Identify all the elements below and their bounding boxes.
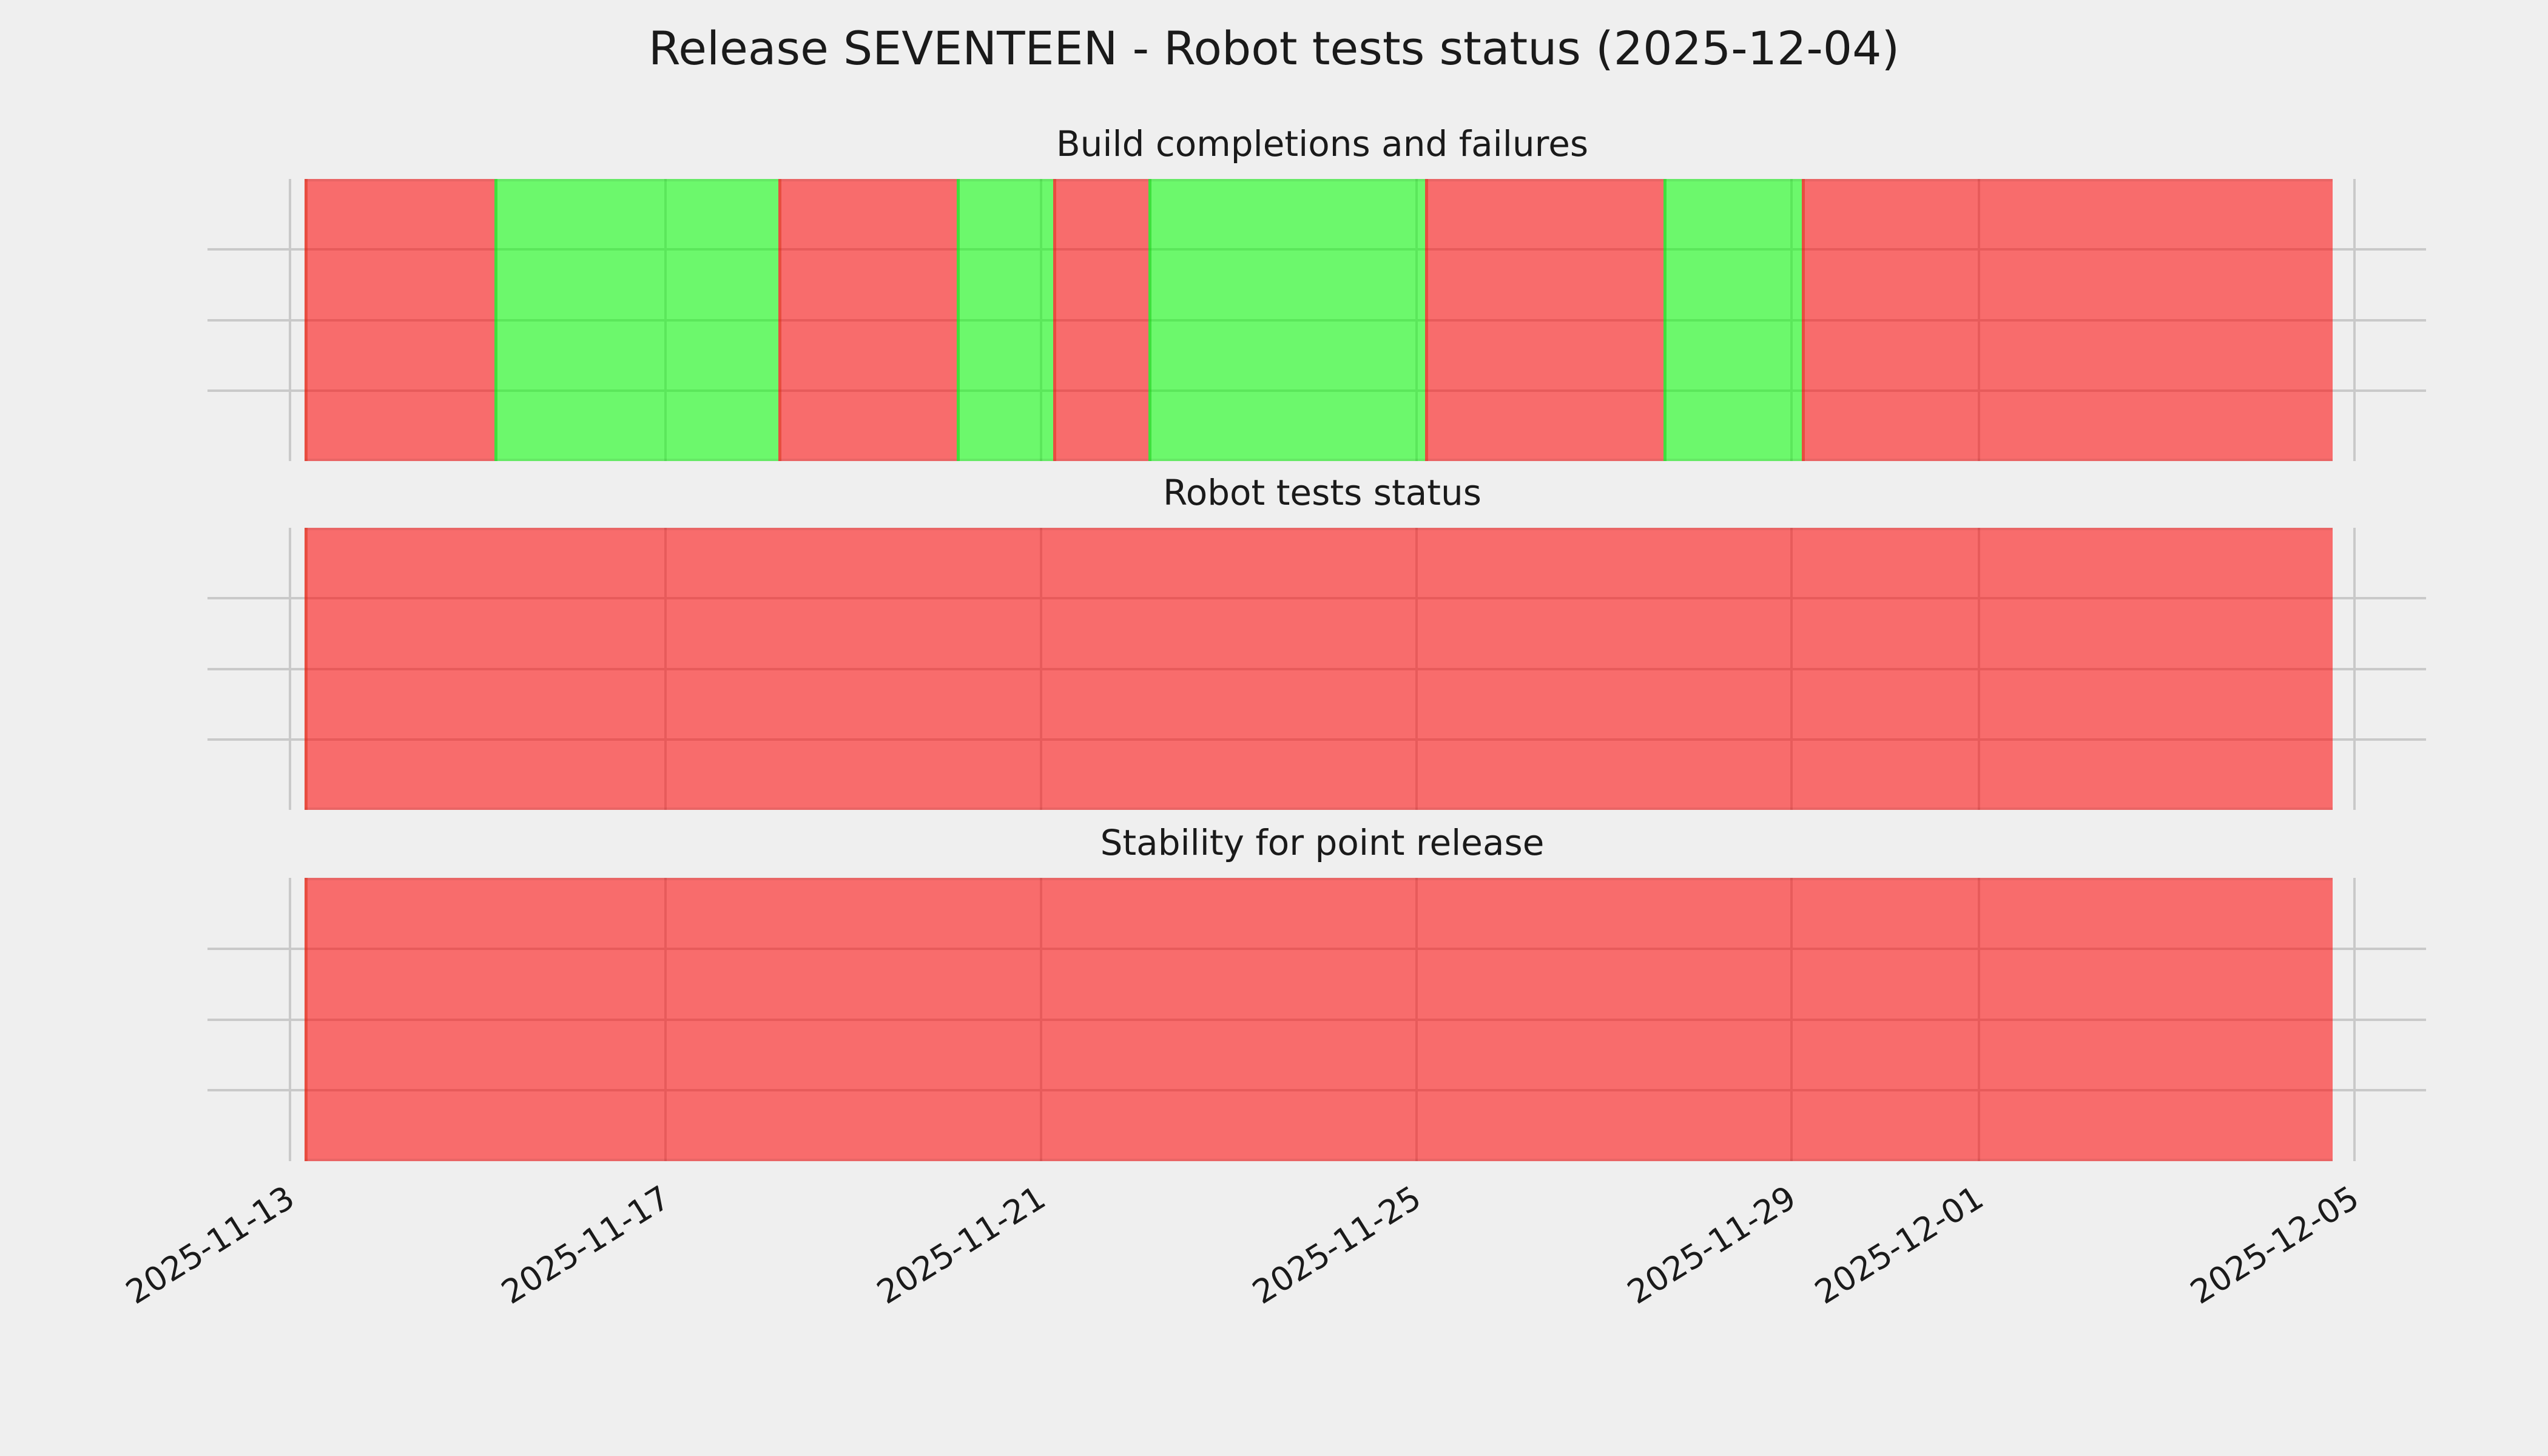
status-band-fail [1053,179,1148,461]
status-band-fail [1802,179,2333,461]
panel-title: Build completions and failures [1056,123,1589,164]
right-spine [2353,878,2356,1161]
status-band-pass [1663,179,1802,461]
x-tick-label: 2025-12-01 [1808,1178,1990,1312]
status-band-pass [494,179,779,461]
left-spine [289,878,291,1161]
status-band-fail [1424,179,1663,461]
x-tick-label: 2025-11-21 [870,1178,1053,1312]
bands-layer [290,878,2354,1161]
x-tick-label: 2025-11-17 [494,1178,677,1312]
panel-title: Robot tests status [1163,472,1481,513]
panel-title: Stability for point release [1100,822,1545,863]
bands-layer [290,179,2354,461]
panel-3 [207,878,2426,1161]
x-tick-label: 2025-11-25 [1245,1178,1428,1312]
x-tick-label: 2025-11-29 [1620,1178,1803,1312]
chart-title: Release SEVENTEEN - Robot tests status (… [648,21,1900,75]
status-band-pass [957,179,1054,461]
bands-layer [290,528,2354,810]
status-band-fail [305,878,2333,1161]
panel-2 [207,528,2426,810]
panel-1 [207,179,2426,461]
right-spine [2353,179,2356,461]
right-spine [2353,528,2356,810]
status-band-pass [1148,179,1425,461]
left-spine [289,179,291,461]
status-band-fail [778,179,957,461]
x-tick-label: 2025-12-05 [2183,1178,2366,1312]
left-spine [289,528,291,810]
x-tick-label: 2025-11-13 [119,1178,302,1312]
status-band-fail [305,179,494,461]
status-band-fail [305,528,2333,810]
